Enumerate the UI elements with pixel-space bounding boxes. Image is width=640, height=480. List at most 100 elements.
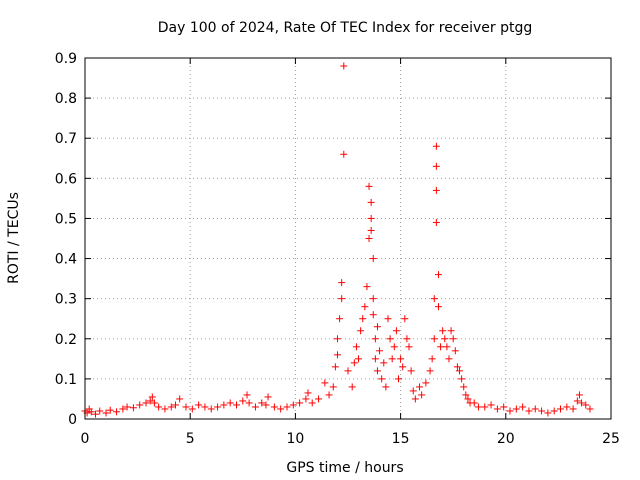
data-point — [361, 303, 369, 311]
y-tick-label: 0.1 — [55, 372, 77, 388]
data-point — [386, 335, 394, 343]
data-point — [426, 367, 434, 375]
grid — [85, 58, 611, 419]
data-point — [437, 343, 445, 351]
data-point — [430, 335, 438, 343]
data-point — [378, 375, 386, 383]
data-point — [474, 403, 482, 411]
data-point — [207, 405, 215, 413]
data-point — [369, 255, 377, 263]
data-point — [439, 327, 447, 335]
data-point — [325, 391, 333, 399]
data-point — [264, 393, 272, 401]
data-point — [308, 399, 316, 407]
chart-title: Day 100 of 2024, Rate Of TEC Index for r… — [158, 20, 533, 36]
data-point — [119, 405, 127, 413]
data-point — [445, 355, 453, 363]
data-point — [500, 403, 508, 411]
x-tick-label: 5 — [186, 431, 195, 447]
data-point — [586, 405, 594, 413]
data-point — [575, 391, 583, 399]
axis-ticks — [84, 57, 612, 420]
data-point — [538, 407, 546, 415]
y-tick-label: 0.5 — [55, 211, 77, 227]
data-point — [270, 403, 278, 411]
data-point — [432, 142, 440, 150]
data-point — [422, 379, 430, 387]
data-point — [304, 389, 312, 397]
data-point — [390, 343, 398, 351]
data-point — [96, 407, 104, 415]
data-point — [493, 405, 501, 413]
x-tick-label: 0 — [81, 431, 90, 447]
data-point — [331, 363, 339, 371]
data-point — [226, 399, 234, 407]
data-point — [384, 315, 392, 323]
data-point — [453, 363, 461, 371]
data-point — [544, 409, 552, 417]
data-point — [369, 295, 377, 303]
data-point — [432, 218, 440, 226]
data-point — [214, 403, 222, 411]
data-point — [365, 182, 373, 190]
data-point — [245, 399, 253, 407]
data-point — [333, 351, 341, 359]
y-tick-label: 0.6 — [55, 171, 77, 187]
x-tick-label: 10 — [286, 431, 304, 447]
data-point — [182, 403, 190, 411]
data-point — [289, 401, 297, 409]
data-point — [416, 383, 424, 391]
data-point — [373, 367, 381, 375]
y-axis-label: ROTI / TECUs — [6, 192, 22, 284]
data-point — [569, 405, 577, 413]
x-tick-label: 15 — [392, 431, 410, 447]
data-point — [456, 367, 464, 375]
data-point — [155, 403, 163, 411]
x-tick-label: 20 — [497, 431, 515, 447]
data-point — [176, 395, 184, 403]
data-point — [333, 335, 341, 343]
x-axis-label: GPS time / hours — [286, 460, 403, 476]
data-point — [350, 359, 358, 367]
data-point — [355, 355, 363, 363]
data-point — [394, 375, 402, 383]
data-point — [243, 391, 251, 399]
data-point — [142, 399, 150, 407]
data-point — [506, 407, 514, 415]
data-point — [146, 397, 154, 405]
data-point — [201, 403, 209, 411]
data-point — [251, 403, 259, 411]
data-point — [434, 303, 442, 311]
data-point — [388, 355, 396, 363]
tick-labels: 0 5 10 15 20 25 0 0.1 0.2 0.3 0.4 0.5 0.6 0.7 0.8 0.9 — [55, 51, 620, 447]
data-point — [550, 407, 558, 415]
x-tick-label: 25 — [602, 431, 620, 447]
data-point — [470, 399, 478, 407]
data-point — [369, 311, 377, 319]
data-point — [340, 62, 348, 70]
data-point — [397, 355, 405, 363]
y-tick-label: 0.4 — [55, 252, 77, 268]
data-point — [365, 235, 373, 242]
data-point — [458, 375, 466, 383]
data-point — [302, 395, 310, 403]
data-point — [407, 367, 415, 375]
y-tick-label: 0.7 — [55, 131, 77, 147]
data-point — [367, 198, 375, 206]
data-point — [92, 410, 100, 418]
data-point — [367, 226, 375, 234]
data-point — [443, 343, 451, 351]
data-point — [239, 397, 247, 405]
data-point — [102, 409, 110, 417]
data-point — [432, 186, 440, 194]
data-point — [123, 403, 131, 411]
data-point — [188, 405, 196, 413]
plot-frame — [84, 57, 612, 420]
data-point — [582, 401, 590, 409]
data-point — [392, 327, 400, 335]
data-point — [321, 379, 329, 387]
data-point — [418, 391, 426, 399]
data-point — [363, 283, 371, 291]
data-point — [220, 401, 228, 409]
data-point — [340, 150, 348, 158]
